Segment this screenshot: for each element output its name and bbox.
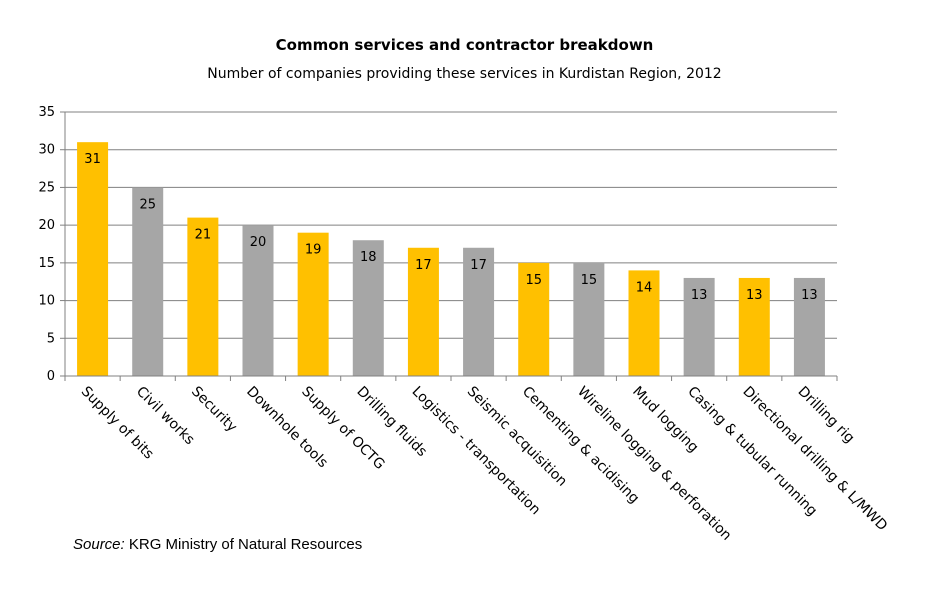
- bar: [683, 277, 715, 376]
- data-label: 20: [250, 235, 267, 250]
- source-text: KRG Ministry of Natural Resources: [124, 536, 363, 553]
- data-label: 21: [195, 228, 212, 243]
- data-label: 31: [84, 152, 101, 167]
- bar: [77, 142, 109, 376]
- data-label: 14: [636, 280, 653, 295]
- chart-subtitle: Number of companies providing these serv…: [207, 66, 722, 82]
- y-tick-label: 15: [38, 256, 55, 271]
- data-label: 17: [470, 258, 487, 273]
- bar: [187, 217, 219, 376]
- data-label: 19: [305, 243, 322, 258]
- data-label: 15: [581, 273, 598, 288]
- bar: [518, 262, 550, 376]
- y-tick-label: 35: [38, 105, 55, 120]
- bar: [738, 277, 770, 376]
- data-label: 13: [691, 288, 708, 303]
- bar: [352, 240, 384, 376]
- x-tick-label: Seismic acquisition: [464, 384, 570, 490]
- source-label: Source:: [73, 536, 125, 553]
- y-tick-label: 0: [47, 369, 55, 384]
- bar: [132, 187, 164, 376]
- x-tick-label: Security: [188, 384, 240, 436]
- chart-title: Common services and contractor breakdown: [275, 36, 654, 54]
- bar: [793, 277, 825, 376]
- bar: [463, 247, 495, 376]
- data-label: 15: [525, 273, 542, 288]
- y-tick-label: 20: [38, 218, 55, 233]
- bar: [242, 225, 274, 376]
- source-note: Source: KRG Ministry of Natural Resource…: [73, 536, 362, 553]
- bar: [407, 247, 439, 376]
- data-label: 17: [415, 258, 432, 273]
- data-label: 13: [801, 288, 818, 303]
- y-tick-label: 25: [38, 180, 55, 195]
- bar: [297, 232, 329, 376]
- data-label: 18: [360, 250, 377, 265]
- data-label: 25: [139, 197, 156, 212]
- bar: [628, 270, 660, 376]
- y-tick-label: 30: [38, 143, 55, 158]
- y-tick-label: 10: [38, 294, 55, 309]
- bar: [573, 262, 605, 376]
- y-tick-label: 5: [47, 331, 55, 346]
- data-label: 13: [746, 288, 763, 303]
